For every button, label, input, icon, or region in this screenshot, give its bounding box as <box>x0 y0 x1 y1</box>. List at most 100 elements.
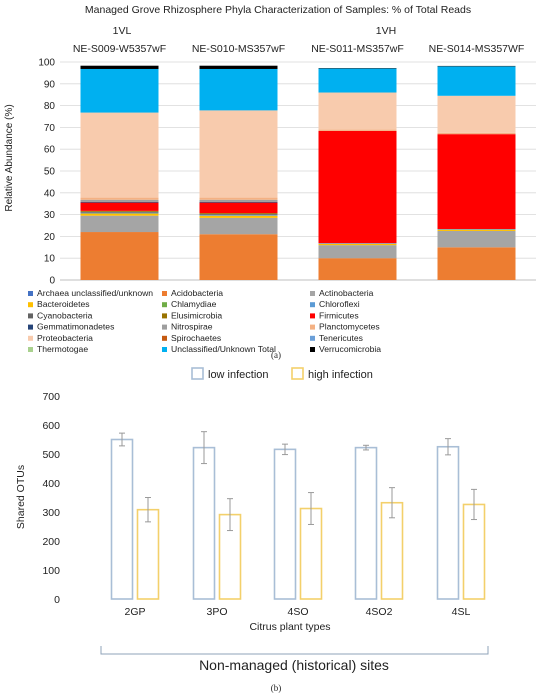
chart-b-category-label: 3PO <box>206 606 227 618</box>
chart-b-legend-label: low infection <box>208 369 269 381</box>
chart-a-y-tick-label: 80 <box>44 101 56 112</box>
chart-a-legend-swatch <box>162 291 167 296</box>
chart-a-bar-segment <box>437 229 516 231</box>
chart-a-bar-segment <box>80 197 159 200</box>
chart-a-legend-swatch <box>28 335 33 341</box>
chart-a-title: Managed Grove Rhizosphere Phyla Characte… <box>85 4 471 16</box>
chart-a-y-tick-label: 70 <box>44 123 56 134</box>
chart-a-legend-swatch <box>310 347 315 352</box>
chart-a-bar-segment <box>437 228 516 230</box>
chart-b-group-bracket <box>100 646 489 655</box>
chart-b-bar <box>136 508 160 600</box>
chart-b-bar <box>354 446 378 600</box>
chart-a-y-tick-label: 40 <box>44 188 56 199</box>
chart-a-legend-label: Archaea unclassified/unknown <box>37 288 153 298</box>
chart-a-bar-segment <box>318 129 397 131</box>
chart-a-bar-segment <box>199 213 278 215</box>
chart-a-legend-label: Gemmatimonadetes <box>37 322 114 332</box>
chart-a-legend-label: Spirochaetes <box>171 333 221 343</box>
chart-b-y-tick-label: 200 <box>42 536 60 548</box>
chart-a-bar-segment <box>80 212 159 214</box>
chart-a-bar-segment <box>80 232 159 280</box>
chart-a-y-tick-label: 90 <box>44 79 56 90</box>
chart-a-bar-segment <box>80 210 159 212</box>
chart-a-bar-segment <box>199 202 278 214</box>
chart-a-y-tick-label: 100 <box>38 58 55 69</box>
chart-a-bar-segment <box>199 214 278 216</box>
chart-b-category-label: 2GP <box>124 606 145 618</box>
chart-b-category-label: 4SL <box>452 606 471 618</box>
chart-a-bar-segment <box>318 243 397 244</box>
chart-b-bar <box>273 448 297 600</box>
chart-a-bar-segment <box>437 230 516 248</box>
chart-a-bar-segment <box>199 201 278 203</box>
chart-a-legend-label: Cyanobacteria <box>37 310 93 320</box>
chart-a-bar-segment <box>437 95 516 133</box>
chart-a-category-label: NE-S010-MS357wF <box>192 43 285 55</box>
chart-a-legend-swatch <box>28 324 33 330</box>
chart-a-legend-label: Nitrospirae <box>171 322 213 332</box>
chart-a-bar-segment <box>318 245 397 259</box>
chart-a-legend-swatch <box>28 291 33 296</box>
chart-a-legend-label: Planctomycetes <box>319 322 380 332</box>
chart-a-bar-segment <box>199 110 278 198</box>
chart-b-category-label: 4SO2 <box>366 606 393 618</box>
chart-a-legend-label: Verrucomicrobia <box>319 344 381 354</box>
chart-b-legend-swatch <box>291 367 304 380</box>
chart-b-y-ticks: 0 100 200 300 400 500 600 700 <box>42 391 60 606</box>
chart-b-legend-swatch <box>191 367 204 380</box>
chart-a-y-tick-label: 60 <box>44 145 56 156</box>
chart-a-legend-swatch <box>162 313 167 319</box>
chart-a-y-tick-label: 50 <box>44 167 56 178</box>
chart-a-y-tick-label: 20 <box>44 232 56 243</box>
chart-a-legend-swatch <box>28 313 33 319</box>
chart-a-legend-swatch <box>162 324 167 330</box>
chart-a-bar-segment <box>199 213 278 214</box>
chart-b-legend: low infection high infection <box>191 367 373 381</box>
chart-b-bar <box>192 446 216 600</box>
chart-a-legend-swatch <box>162 302 167 308</box>
chart-a-bar-segment <box>318 68 397 93</box>
chart-b-y-tick-label: 100 <box>42 565 60 577</box>
chart-a-bar-segment <box>318 258 397 280</box>
chart-a-bar-segment <box>80 201 159 203</box>
chart-a-bar-segment <box>199 234 278 280</box>
chart-a-category-label: NE-S014-MS357WF <box>429 43 525 55</box>
chart-a-caption: (a) <box>271 350 281 360</box>
chart-b-caption: (b) <box>271 683 282 693</box>
chart-a-bar-segment <box>199 65 278 69</box>
chart-b-x-axis-label: Citrus plant types <box>249 621 330 633</box>
chart-a-legend-swatch <box>310 302 315 308</box>
chart-a-bar-segment <box>80 199 159 202</box>
chart-a-category-labels: NE-S009-W5357wF NE-S010-MS357wF NE-S011-MS… <box>73 43 525 55</box>
chart-b-group-label: Non-managed (historical) sites <box>199 657 389 673</box>
chart-a-bar-segment <box>437 247 516 280</box>
chart-a-legend-swatch <box>310 335 315 341</box>
chart-a-legend-label: Acidobacteria <box>171 288 223 298</box>
chart-b-y-tick-label: 400 <box>42 478 60 490</box>
chart-b-y-tick-label: 700 <box>42 391 60 403</box>
chart-b-y-tick-label: 600 <box>42 420 60 432</box>
chart-b-legend-label: high infection <box>308 369 373 381</box>
chart-b-bar <box>110 438 134 600</box>
chart-a-bars <box>80 65 516 280</box>
chart-a-legend-label: Chloroflexi <box>319 299 360 309</box>
chart-a-group-label: 1VL <box>113 25 132 37</box>
chart-a-legend-swatch <box>28 347 33 352</box>
chart-a-legend-label: Unclassified/Unknown Total <box>171 344 276 354</box>
chart-a-legend-swatch <box>310 291 315 296</box>
chart-a-y-tick-label: 0 <box>49 276 55 287</box>
chart-a-legend-label: Firmicutes <box>319 310 359 320</box>
chart-a-bar-segment <box>318 243 397 246</box>
chart-b-category-labels: 2GP 3PO 4SO 4SO2 4SL <box>124 606 470 618</box>
chart-a-bar-segment <box>437 134 516 229</box>
chart-a-category-label: NE-S011-MS357wF <box>311 43 404 55</box>
chart-a-bar-segment <box>199 215 278 218</box>
chart-b-y-tick-label: 0 <box>54 594 60 606</box>
chart-a-y-tick-label: 10 <box>44 254 56 265</box>
chart-a-legend: Archaea unclassified/unknown Acidobacteri… <box>28 288 381 354</box>
chart-a-legend-label: Bacteroidetes <box>37 299 90 309</box>
chart-a-legend-swatch <box>162 335 167 341</box>
chart-a-bar-segment <box>437 66 516 96</box>
